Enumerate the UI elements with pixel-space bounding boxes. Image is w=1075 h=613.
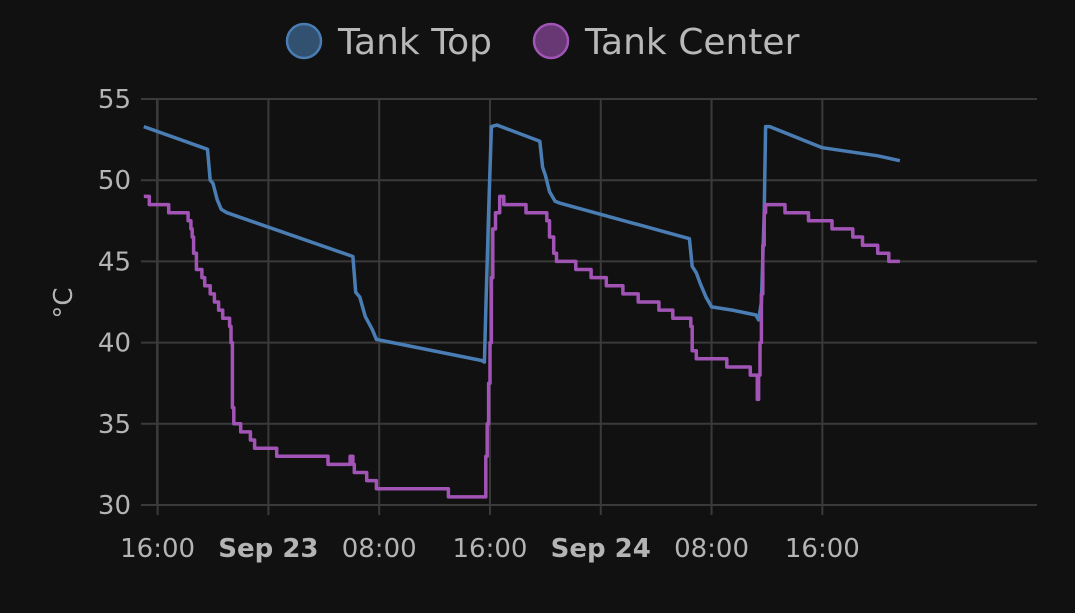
data-series (143, 123, 901, 499)
legend-label-tank-top: Tank Top (337, 22, 492, 63)
x-tick-label: Sep 24 (551, 534, 651, 564)
y-axis-ticks: 30 35 40 45 50 55 (98, 85, 131, 521)
y-tick-label: 50 (98, 166, 131, 196)
x-tick-label: 08:00 (674, 534, 749, 564)
legend-swatch-tank-center (532, 22, 570, 60)
legend-swatch-tank-top (285, 22, 323, 60)
series-line-tank-top (143, 123, 901, 364)
legend-label-tank-center: Tank Center (584, 22, 800, 63)
y-tick-label: 35 (98, 410, 131, 440)
y-tick-label: 45 (98, 247, 131, 277)
legend-item-tank-top[interactable]: Tank Top (285, 22, 492, 63)
y-axis-title: °C (49, 287, 79, 318)
y-tick-label: 40 (98, 329, 131, 359)
legend-item-tank-center[interactable]: Tank Center (532, 22, 800, 63)
chart-legend: Tank Top Tank Center (285, 22, 800, 63)
x-tick-label: Sep 23 (218, 534, 318, 564)
series-line-tank-center (143, 194, 900, 499)
x-axis-ticks: 16:00 Sep 23 08:00 16:00 Sep 24 08:00 16:00 (120, 534, 860, 564)
x-tick-label: 16:00 (120, 534, 195, 564)
y-tick-label: 30 (98, 491, 131, 521)
y-tick-label: 55 (98, 85, 131, 115)
x-tick-label: 16:00 (453, 534, 528, 564)
x-tick-label: 08:00 (342, 534, 417, 564)
x-tick-label: 16:00 (785, 534, 860, 564)
